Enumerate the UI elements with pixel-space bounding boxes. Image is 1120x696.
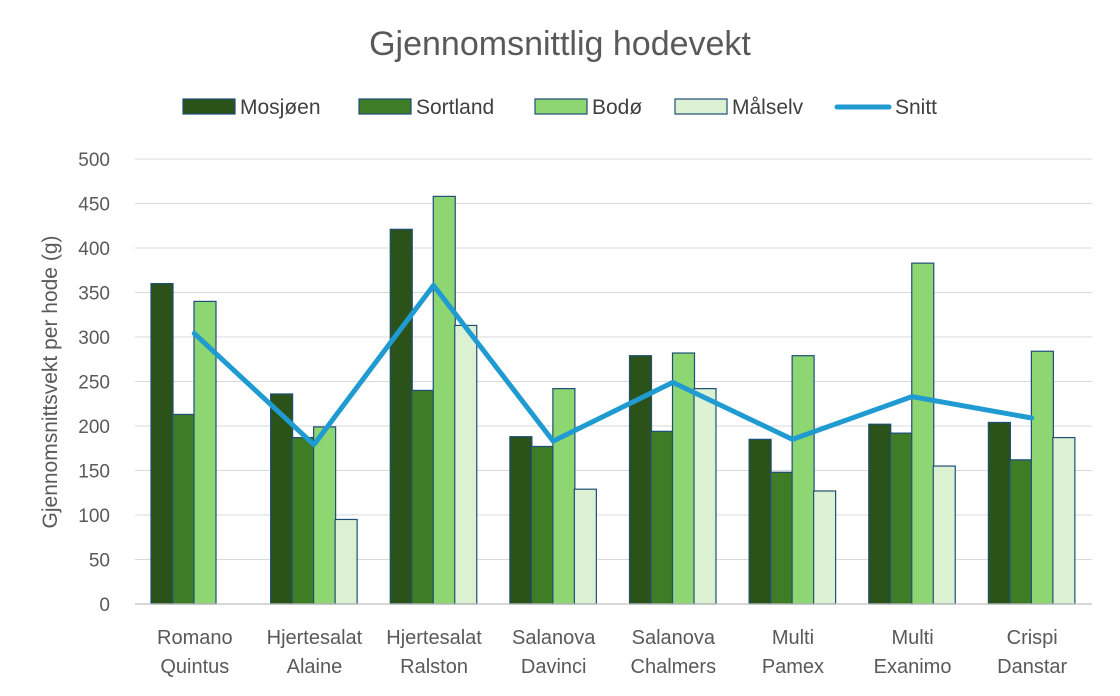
bar-mosj-en [270, 393, 294, 605]
legend-label: Snitt [895, 96, 937, 119]
y-tick-label: 50 [89, 551, 110, 572]
category-label: Alaine [287, 656, 343, 678]
bar-m-lselv [573, 488, 597, 605]
y-tick-label: 250 [78, 373, 110, 394]
y-tick-label: 200 [78, 417, 110, 438]
bar-sortland [889, 432, 913, 605]
y-axis-ticks: 0 50 100 150 200 250 300 350 400 450 500 [78, 150, 110, 616]
bar-bod- [791, 355, 815, 605]
bar-mosj-en [150, 283, 174, 605]
legend-label: Målselv [732, 96, 804, 119]
chart-title: Gjennomsnittlig hodevekt [369, 25, 751, 63]
category-label: Salanova [632, 627, 716, 649]
category-label: Ralston [400, 656, 468, 678]
category-labels: Romano Quintus Hjertesalat Alaine Hjertesala… [157, 627, 1068, 678]
y-tick-label: 300 [78, 328, 110, 349]
legend-swatch [534, 98, 588, 115]
y-tick-label: 450 [78, 195, 110, 216]
bar-m-lselv [813, 490, 837, 605]
category-label: Salanova [512, 627, 596, 649]
average-line [191, 282, 1035, 448]
bar-sortland [770, 471, 794, 605]
legend-label: Mosjøen [240, 96, 321, 119]
category-label: Multi [891, 627, 933, 649]
y-tick-label: 500 [78, 150, 110, 171]
category-label: Hjertesalat [386, 627, 482, 649]
bar-m-lselv [334, 518, 358, 605]
y-tick-label: 400 [78, 239, 110, 260]
legend: Mosjøen Sortland Bodø Målselv Snitt [182, 96, 937, 119]
bar-mosj-en [389, 228, 413, 605]
series-line-snitt [191, 282, 1035, 448]
category-label: Hjertesalat [267, 627, 363, 649]
legend-label: Sortland [416, 96, 494, 119]
category-label: Quintus [160, 656, 229, 678]
bar-m-lselv [693, 388, 717, 605]
legend-swatch [182, 98, 236, 115]
bars [150, 195, 1076, 605]
category-label: Pamex [762, 656, 824, 678]
bar-m-lselv [932, 465, 956, 605]
category-label: Romano [157, 627, 233, 649]
category-label: Davinci [521, 656, 587, 678]
bar-sortland [411, 389, 435, 605]
legend-swatch [358, 98, 412, 115]
bar-mosj-en [748, 438, 772, 605]
category-label: Crispi [1007, 627, 1058, 649]
bar-mosj-en [509, 436, 533, 605]
legend-swatch [674, 98, 728, 115]
bar-bod- [911, 262, 935, 605]
bar-mosj-en [987, 421, 1011, 605]
bar-bod- [432, 195, 456, 605]
category-label: Chalmers [631, 656, 717, 678]
category-label: Danstar [997, 656, 1067, 678]
bar-sortland [530, 445, 554, 605]
legend-label: Bodø [592, 96, 642, 119]
category-label: Multi [772, 627, 814, 649]
bar-sortland [291, 436, 315, 605]
bar-bod- [313, 426, 337, 605]
bar-m-lselv [1052, 436, 1076, 605]
y-tick-label: 150 [78, 462, 110, 483]
bar-m-lselv [454, 324, 478, 605]
y-tick-label: 0 [99, 595, 110, 616]
y-tick-label: 350 [78, 284, 110, 305]
bar-sortland [650, 430, 674, 605]
bar-mosj-en [868, 423, 892, 605]
bar-bod- [552, 388, 576, 605]
bar-sortland [1009, 459, 1033, 605]
y-tick-label: 100 [78, 506, 110, 527]
y-axis-label: Gjennomsnittsvekt per hode (g) [39, 236, 62, 529]
bar-sortland [171, 413, 196, 605]
bar-bod- [1030, 350, 1054, 605]
category-label: Exanimo [874, 656, 952, 678]
